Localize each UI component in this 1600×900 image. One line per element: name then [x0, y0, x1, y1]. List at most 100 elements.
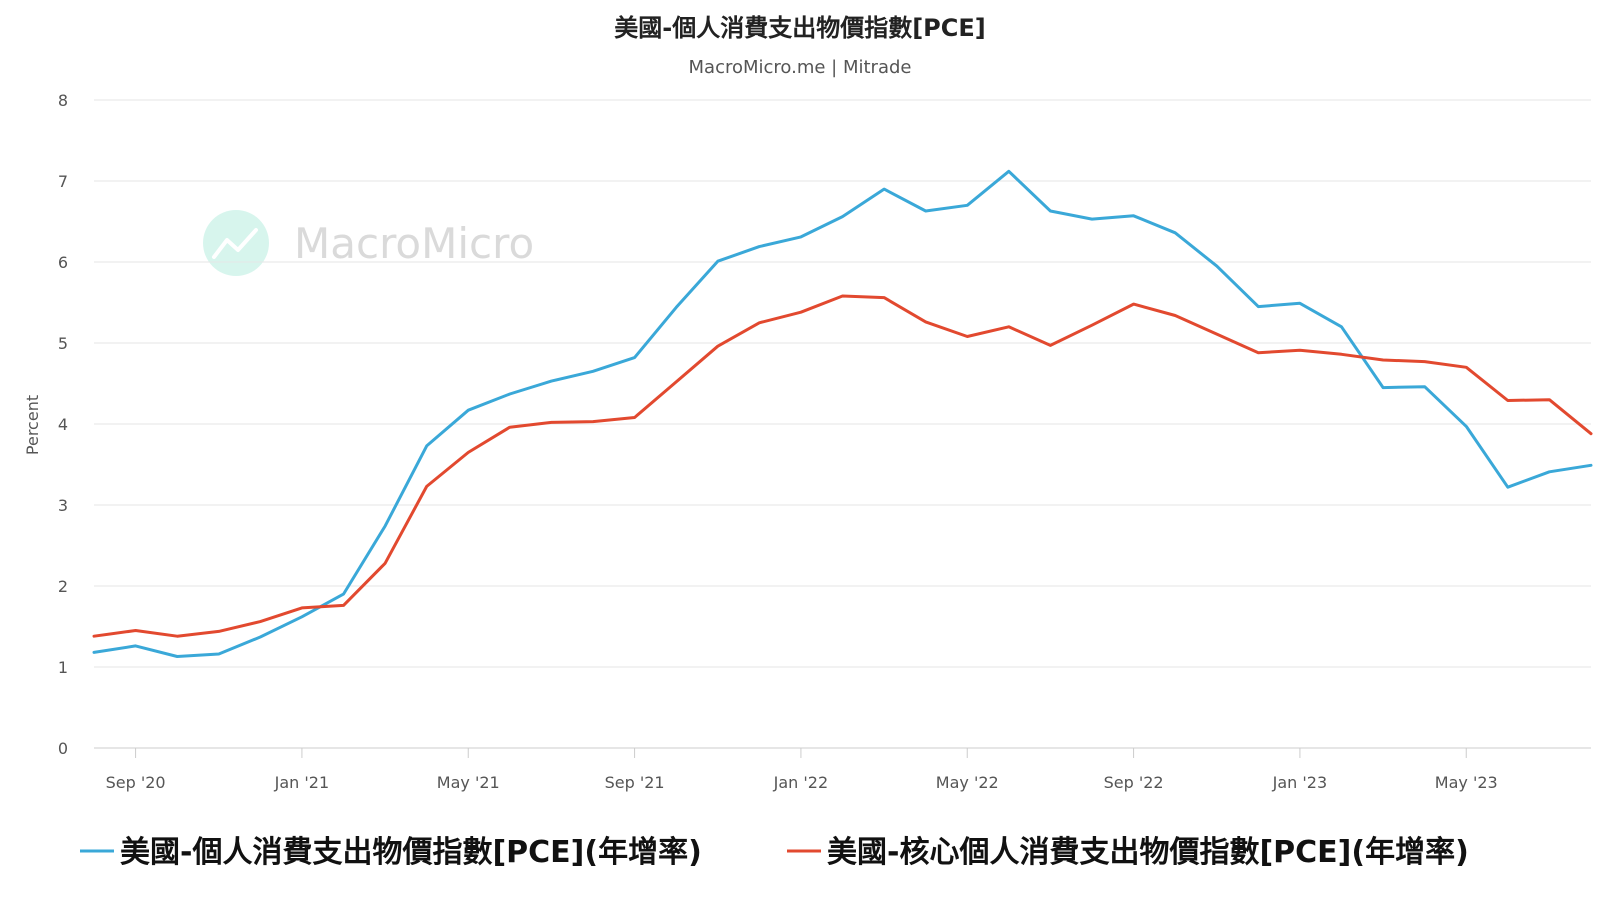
watermark-logo-line-icon: [212, 228, 258, 259]
x-tick-label: Sep '20: [106, 773, 166, 792]
x-tick-label: Jan '21: [274, 773, 330, 792]
data-point-pce[interactable]: [1171, 229, 1179, 237]
data-point-pce[interactable]: [963, 201, 971, 209]
data-point-pce[interactable]: [381, 522, 389, 530]
x-tick-label: Jan '23: [1272, 773, 1328, 792]
data-point-core-pce[interactable]: [1462, 363, 1470, 371]
watermark: MacroMicro: [203, 210, 534, 276]
data-point-core-pce[interactable]: [1296, 346, 1304, 354]
data-point-pce[interactable]: [1213, 262, 1221, 270]
data-point-core-pce[interactable]: [298, 604, 306, 612]
series-lines: [90, 167, 1595, 661]
data-point-pce[interactable]: [839, 213, 847, 221]
legend: 美國-個人消費支出物價指數[PCE](年增率) 美國-核心個人消費支出物價指數[…: [80, 835, 1469, 870]
y-tick-label: 1: [58, 658, 68, 677]
watermark-logo-icon: [203, 210, 269, 276]
y-tick-label: 6: [58, 253, 68, 272]
data-point-pce[interactable]: [1462, 422, 1470, 430]
data-point-core-pce[interactable]: [464, 448, 472, 456]
x-tick-label: May '22: [936, 773, 999, 792]
data-point-core-pce[interactable]: [922, 318, 930, 326]
data-point-pce[interactable]: [1088, 215, 1096, 223]
data-point-pce[interactable]: [1338, 323, 1346, 331]
data-point-core-pce[interactable]: [1338, 350, 1346, 358]
data-point-pce[interactable]: [90, 648, 98, 656]
data-point-pce[interactable]: [922, 207, 930, 215]
data-point-pce[interactable]: [1254, 303, 1262, 311]
data-point-pce[interactable]: [880, 185, 888, 193]
x-tick-label: Sep '22: [1104, 773, 1164, 792]
x-tick-label: Sep '21: [605, 773, 665, 792]
data-point-core-pce[interactable]: [1005, 323, 1013, 331]
data-point-core-pce[interactable]: [215, 627, 223, 635]
data-point-pce[interactable]: [173, 653, 181, 661]
data-point-core-pce[interactable]: [1046, 341, 1054, 349]
data-point-core-pce[interactable]: [839, 292, 847, 300]
data-point-pce[interactable]: [714, 257, 722, 265]
data-point-core-pce[interactable]: [1171, 312, 1179, 320]
data-point-pce[interactable]: [298, 613, 306, 621]
data-point-core-pce[interactable]: [589, 418, 597, 426]
data-point-core-pce[interactable]: [173, 632, 181, 640]
data-point-core-pce[interactable]: [547, 418, 555, 426]
data-point-pce[interactable]: [1421, 383, 1429, 391]
data-point-core-pce[interactable]: [631, 414, 639, 422]
data-point-pce[interactable]: [755, 243, 763, 251]
data-point-core-pce[interactable]: [963, 333, 971, 341]
data-point-pce[interactable]: [464, 406, 472, 414]
data-point-pce[interactable]: [215, 650, 223, 658]
y-tick-label: 5: [58, 334, 68, 353]
data-point-pce[interactable]: [672, 303, 680, 311]
data-point-pce[interactable]: [423, 442, 431, 450]
data-point-pce[interactable]: [1130, 212, 1138, 220]
data-point-pce[interactable]: [132, 642, 140, 650]
data-point-core-pce[interactable]: [1254, 349, 1262, 357]
y-tick-label: 7: [58, 172, 68, 191]
data-point-core-pce[interactable]: [1213, 330, 1221, 338]
data-point-core-pce[interactable]: [672, 378, 680, 386]
y-tick-label: 2: [58, 577, 68, 596]
data-point-pce[interactable]: [1296, 299, 1304, 307]
data-point-pce[interactable]: [1379, 384, 1387, 392]
data-point-pce[interactable]: [1545, 468, 1553, 476]
x-axis: Sep '20 Jan '21 May '21 Sep '21 Jan '22 May '…: [106, 748, 1498, 792]
data-point-core-pce[interactable]: [880, 294, 888, 302]
legend-label-core-pce: 美國-核心個人消費支出物價指數[PCE](年增率): [827, 835, 1469, 870]
x-tick-label: May '21: [437, 773, 500, 792]
data-point-core-pce[interactable]: [340, 601, 348, 609]
data-point-core-pce[interactable]: [1421, 358, 1429, 366]
data-point-pce[interactable]: [547, 377, 555, 385]
data-point-pce[interactable]: [340, 590, 348, 598]
data-point-core-pce[interactable]: [1545, 396, 1553, 404]
data-point-pce[interactable]: [589, 367, 597, 375]
data-point-pce[interactable]: [1587, 461, 1595, 469]
y-tick-label: 8: [58, 91, 68, 110]
data-point-pce[interactable]: [1504, 483, 1512, 491]
y-tick-label: 4: [58, 415, 68, 434]
data-point-core-pce[interactable]: [1379, 356, 1387, 364]
data-point-core-pce[interactable]: [797, 308, 805, 316]
data-point-core-pce[interactable]: [506, 423, 514, 431]
y-axis: 0 1 2 3 4 5 6 7 8: [58, 91, 68, 758]
x-tick-label: May '23: [1435, 773, 1498, 792]
data-point-core-pce[interactable]: [1088, 321, 1096, 329]
data-point-core-pce[interactable]: [755, 319, 763, 327]
data-point-core-pce[interactable]: [132, 627, 140, 635]
data-point-pce[interactable]: [256, 633, 264, 641]
y-tick-label: 3: [58, 496, 68, 515]
data-point-pce[interactable]: [797, 233, 805, 241]
data-point-pce[interactable]: [631, 354, 639, 362]
data-point-pce[interactable]: [1046, 207, 1054, 215]
data-point-pce[interactable]: [506, 390, 514, 398]
data-point-core-pce[interactable]: [381, 559, 389, 567]
data-point-core-pce[interactable]: [1587, 430, 1595, 438]
data-point-pce[interactable]: [1005, 167, 1013, 175]
data-point-core-pce[interactable]: [1130, 300, 1138, 308]
data-point-core-pce[interactable]: [256, 618, 264, 626]
series-line-core-pce: [92, 294, 1593, 638]
data-point-core-pce[interactable]: [423, 482, 431, 490]
data-point-core-pce[interactable]: [714, 342, 722, 350]
data-point-core-pce[interactable]: [90, 632, 98, 640]
data-point-core-pce[interactable]: [1504, 397, 1512, 405]
